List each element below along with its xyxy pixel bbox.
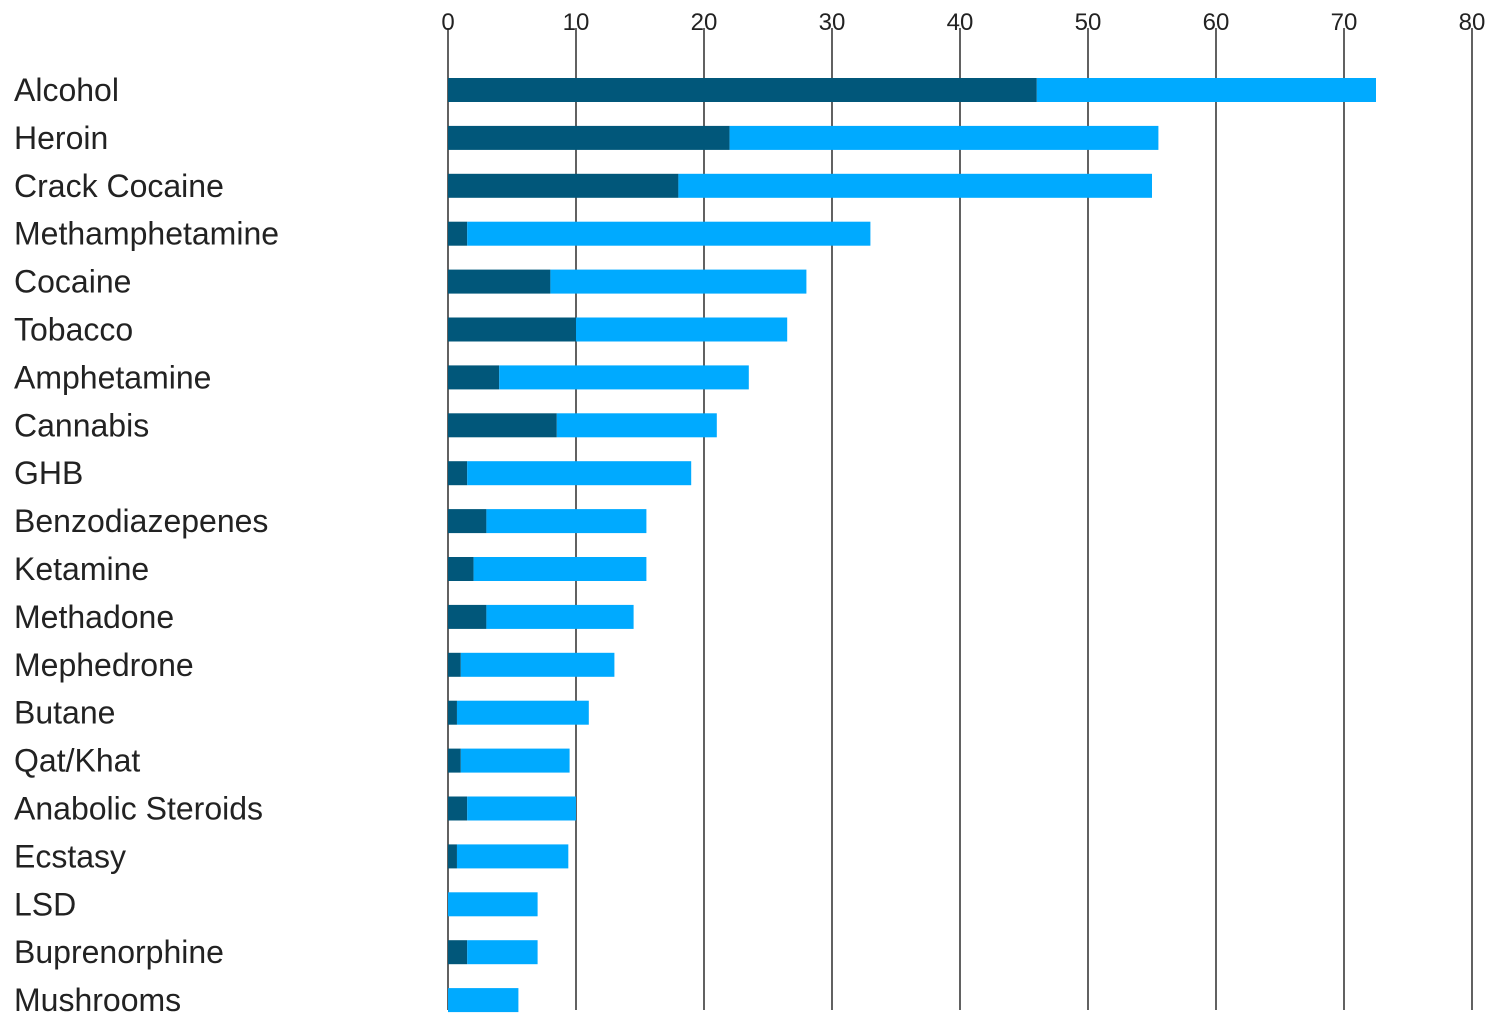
x-tick-label: 40 xyxy=(947,9,974,36)
bar-light-14 xyxy=(460,748,570,773)
bar-dark-4 xyxy=(448,269,551,294)
bar-light-16 xyxy=(456,844,569,869)
bar-light-17 xyxy=(448,892,538,917)
bar-light-4 xyxy=(550,269,807,294)
bar-dark-13 xyxy=(448,700,457,725)
bar-light-11 xyxy=(486,604,634,629)
category-label: Heroin xyxy=(14,120,108,156)
x-tick-label: 30 xyxy=(819,9,846,36)
category-label: Mushrooms xyxy=(14,982,181,1016)
x-tick-label: 60 xyxy=(1203,9,1230,36)
category-label: Methadone xyxy=(14,599,174,635)
bar-light-18 xyxy=(467,940,538,965)
bar-light-1 xyxy=(729,125,1159,150)
bar-light-2 xyxy=(678,173,1152,198)
category-label: Buprenorphine xyxy=(14,934,224,970)
category-label: Ketamine xyxy=(14,551,149,587)
category-label: Butane xyxy=(14,695,115,731)
bar-dark-0 xyxy=(448,78,1037,102)
category-label: Methamphetamine xyxy=(14,216,279,252)
bar-dark-7 xyxy=(448,413,557,438)
bar-light-19 xyxy=(448,988,519,1013)
category-label: Cocaine xyxy=(14,264,131,300)
category-label: Amphetamine xyxy=(14,359,211,395)
bar-dark-6 xyxy=(448,365,500,390)
category-label: Ecstasy xyxy=(14,838,126,874)
bar-dark-9 xyxy=(448,509,487,534)
category-label: Alcohol xyxy=(14,72,119,108)
bar-light-6 xyxy=(499,365,749,390)
bar-light-9 xyxy=(486,509,647,534)
bar-dark-2 xyxy=(448,173,679,198)
category-label: Crack Cocaine xyxy=(14,168,224,204)
x-tick-label: 70 xyxy=(1331,9,1358,36)
category-label: LSD xyxy=(14,886,76,922)
x-tick-label: 80 xyxy=(1459,9,1486,36)
bar-dark-15 xyxy=(448,796,468,821)
bar-dark-5 xyxy=(448,317,576,342)
tick-label-layer: 0 10 20 30 40 50 60 70 80 xyxy=(441,9,1485,36)
bar-dark-12 xyxy=(448,652,461,677)
x-tick-label: 10 xyxy=(563,9,590,36)
bar-dark-10 xyxy=(448,557,474,581)
category-label: Cannabis xyxy=(14,407,149,443)
bar-dark-3 xyxy=(448,221,468,246)
category-label: Qat/Khat xyxy=(14,743,140,779)
category-label: Anabolic Steroids xyxy=(14,791,263,827)
bar-dark-8 xyxy=(448,461,468,486)
bar-dark-1 xyxy=(448,125,730,150)
category-label: Tobacco xyxy=(14,312,133,348)
x-tick-label: 50 xyxy=(1075,9,1102,36)
bar-dark-14 xyxy=(448,748,461,773)
bar-layer xyxy=(448,78,1376,1013)
bar-light-0 xyxy=(1036,78,1376,102)
bar-light-3 xyxy=(467,221,871,246)
bar-light-5 xyxy=(576,317,788,342)
bar-dark-11 xyxy=(448,604,487,629)
category-label: GHB xyxy=(14,455,83,491)
category-label: Benzodiazepenes xyxy=(14,503,268,539)
bar-light-8 xyxy=(467,461,692,486)
category-label: Mephedrone xyxy=(14,647,194,683)
bar-dark-18 xyxy=(448,940,468,965)
bar-light-10 xyxy=(473,557,647,581)
x-tick-label: 20 xyxy=(691,9,718,36)
bar-light-15 xyxy=(467,796,576,821)
x-tick-label: 0 xyxy=(441,9,454,36)
bar-light-12 xyxy=(460,652,615,677)
bar-light-13 xyxy=(456,700,589,725)
category-label-layer: Alcohol Heroin Crack Cocaine Methamphetamin… xyxy=(14,72,279,1018)
bar-dark-16 xyxy=(448,844,457,869)
bar-light-7 xyxy=(556,413,717,438)
